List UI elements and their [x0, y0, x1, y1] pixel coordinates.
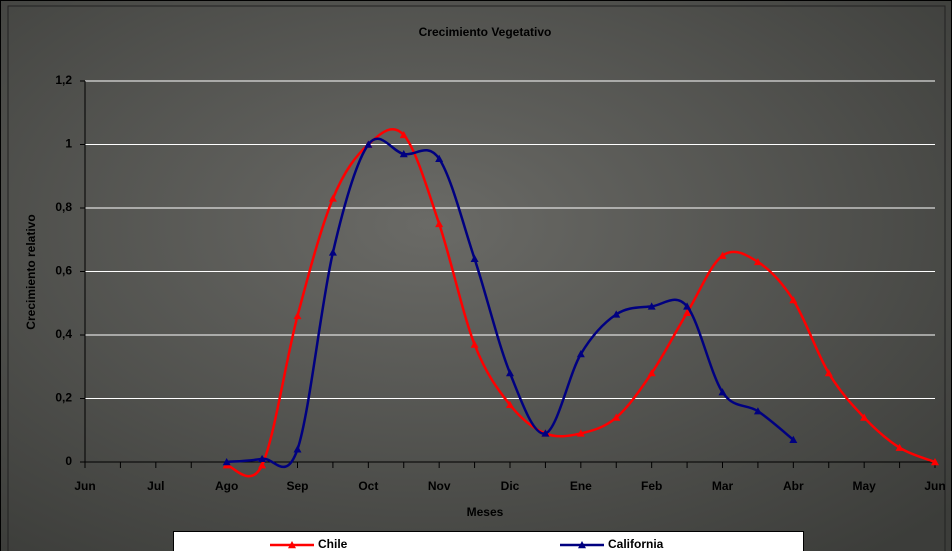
y-tick-label: 0,4 [55, 327, 72, 341]
legend-label: California [608, 537, 664, 551]
x-tick-label: Sep [286, 479, 308, 493]
chart: Crecimiento Vegetativo Meses Crecimiento… [0, 0, 952, 551]
x-tick-label: Feb [641, 479, 662, 493]
chart-title: Crecimiento Vegetativo [419, 25, 552, 39]
y-tick-label: 0,8 [55, 200, 72, 214]
y-tick-label: 1 [65, 137, 72, 151]
x-axis-label: Meses [467, 505, 504, 519]
x-tick-label: Ago [215, 479, 238, 493]
x-tick-label: Abr [783, 479, 804, 493]
x-tick-label: Mar [712, 479, 734, 493]
background [1, 1, 952, 551]
y-tick-label: 0 [65, 454, 72, 468]
x-tick-label: Oct [358, 479, 378, 493]
x-tick-label: Jul [147, 479, 164, 493]
x-tick-label: Jun [924, 479, 945, 493]
x-tick-label: Dic [501, 479, 520, 493]
y-axis-label: Crecimiento relativo [24, 214, 38, 329]
x-tick-label: Ene [570, 479, 592, 493]
x-tick-label: Nov [428, 479, 451, 493]
x-tick-label: May [852, 479, 876, 493]
x-tick-label: Jun [74, 479, 95, 493]
legend-label: Chile [318, 537, 348, 551]
y-tick-label: 0,2 [55, 391, 72, 405]
legend-box [174, 532, 804, 551]
y-tick-label: 1,2 [55, 73, 72, 87]
y-tick-label: 0,6 [55, 264, 72, 278]
